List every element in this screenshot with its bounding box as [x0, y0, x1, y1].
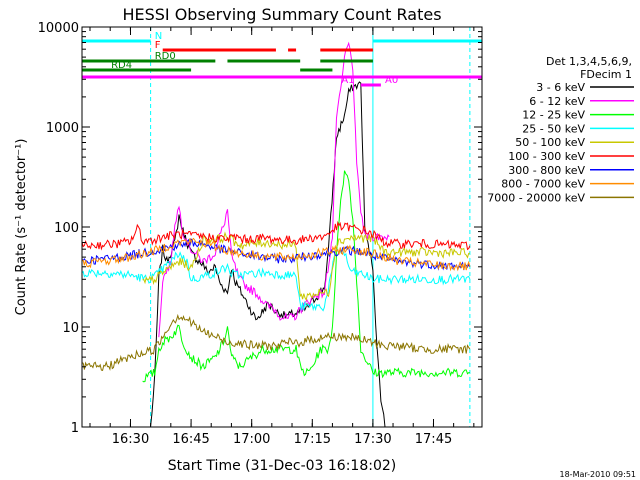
series-line-5	[81, 220, 471, 251]
y-tick-label-3: 1000	[46, 121, 79, 136]
x-tick-label-2: 17:00	[233, 432, 270, 447]
y-tick-label-4: 10000	[38, 21, 79, 36]
legend-entry-3: 25 - 50 keV	[522, 122, 585, 135]
series-line-6	[81, 238, 471, 271]
series-line-4	[142, 231, 471, 302]
x-tick-label-4: 17:30	[354, 432, 391, 447]
x-tick-label-3: 17:15	[294, 432, 331, 447]
x-axis-label: Start Time (31-Dec-03 16:18:02)	[168, 458, 396, 474]
legend-title-line-2: FDecim 1	[580, 68, 632, 81]
state-label-3: RD4	[111, 60, 132, 71]
series-line-2	[142, 170, 470, 383]
legend-entry-6: 300 - 800 keV	[508, 164, 585, 177]
legend-title-line-1: Det 1,3,4,5,6,9,	[546, 55, 632, 68]
legend-entry-7: 800 - 7000 keV	[501, 178, 585, 191]
x-tick-label-5: 17:45	[415, 432, 452, 447]
footer-date: 18-Mar-2010 09:51	[560, 470, 637, 479]
legend-entry-8: 7000 - 20000 keV	[487, 191, 585, 204]
state-label-2: RD0	[155, 51, 176, 62]
y-tick-label-0: 1	[71, 421, 79, 436]
state-label-4: A0	[385, 75, 398, 86]
x-tick-label-1: 16:45	[172, 432, 209, 447]
state-label-0: N	[155, 31, 162, 42]
legend-entry-4: 50 - 100 keV	[515, 136, 585, 149]
legend-entry-1: 6 - 12 keV	[529, 95, 585, 108]
y-axis-label: Count Rate (s⁻¹ detector⁻¹)	[14, 139, 29, 316]
series-line-1	[158, 41, 390, 338]
legend-entry-0: 3 - 6 keV	[536, 81, 585, 94]
chart-title: HESSI Observing Summary Count Rates	[122, 5, 441, 24]
series-line-8	[81, 313, 471, 372]
series-line-7	[81, 237, 471, 272]
state-label-1: F	[155, 40, 161, 51]
x-tick-label-0: 16:30	[112, 432, 149, 447]
y-tick-label-1: 10	[62, 321, 79, 336]
y-tick-label-2: 100	[54, 221, 79, 236]
axes: 16:30 16:45 17:00 17:15 17:30 17:45 1 10 100 1000…	[38, 21, 482, 447]
plot-frame	[81, 26, 483, 428]
state-label-5: A1	[341, 75, 354, 86]
legend-entry-5: 100 - 300 keV	[508, 150, 585, 163]
legend-entry-2: 12 - 25 keV	[522, 109, 585, 122]
